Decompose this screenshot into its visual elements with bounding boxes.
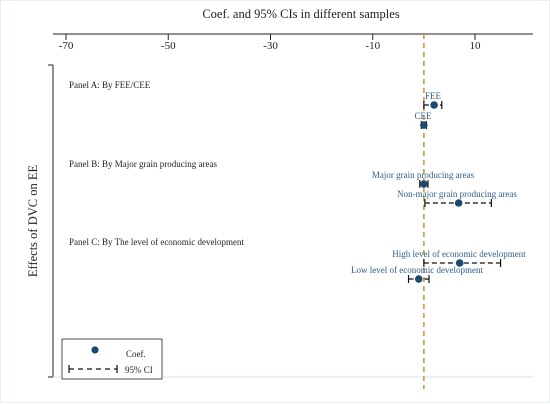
estimates-group: FEE CEE Major grain producing areas Non-maj… <box>351 91 526 283</box>
legend-ci-label: 95% CI <box>125 365 153 375</box>
x-tick-label: -10 <box>365 40 380 52</box>
coef-point <box>414 275 423 283</box>
x-tick-label: -30 <box>263 40 278 52</box>
legend-coef-label: Coef. <box>126 349 146 359</box>
estimate-label: CEE <box>415 111 433 121</box>
estimate-label: Non-major grain producing areas <box>397 189 517 199</box>
estimate-label: FEE <box>425 91 442 101</box>
y-axis-label: Effects of DVC on EE <box>26 165 40 278</box>
x-tick-label: -50 <box>161 40 176 52</box>
panel-label: Panel B: By Major grain producing areas <box>69 159 217 169</box>
legend-coef-marker <box>91 346 99 354</box>
coef-point <box>420 180 428 188</box>
estimate-label: Low level of economic development <box>351 265 483 275</box>
legend: Coef. 95% CI <box>61 338 163 380</box>
x-tick-label: -70 <box>59 40 74 52</box>
panel-label: Panel A: By FEE/CEE <box>69 80 151 90</box>
x-axis-ticks: -70 -50 -30 -10 10 <box>59 34 481 52</box>
panels-group: Panel A: By FEE/CEE Panel B: By Major gra… <box>69 80 245 247</box>
coef-point <box>455 259 464 267</box>
coef-point <box>420 121 428 129</box>
estimate-label: Major grain producing areas <box>372 170 475 180</box>
coef-point <box>430 101 438 109</box>
panel-label: Panel C: By The level of economic develo… <box>69 237 245 247</box>
chart-title: Coef. and 95% CIs in different samples <box>202 7 399 21</box>
estimate-label: High level of economic development <box>392 249 526 259</box>
legend-box <box>61 338 163 380</box>
x-tick-label: 10 <box>470 40 482 52</box>
coef-point <box>454 199 463 207</box>
